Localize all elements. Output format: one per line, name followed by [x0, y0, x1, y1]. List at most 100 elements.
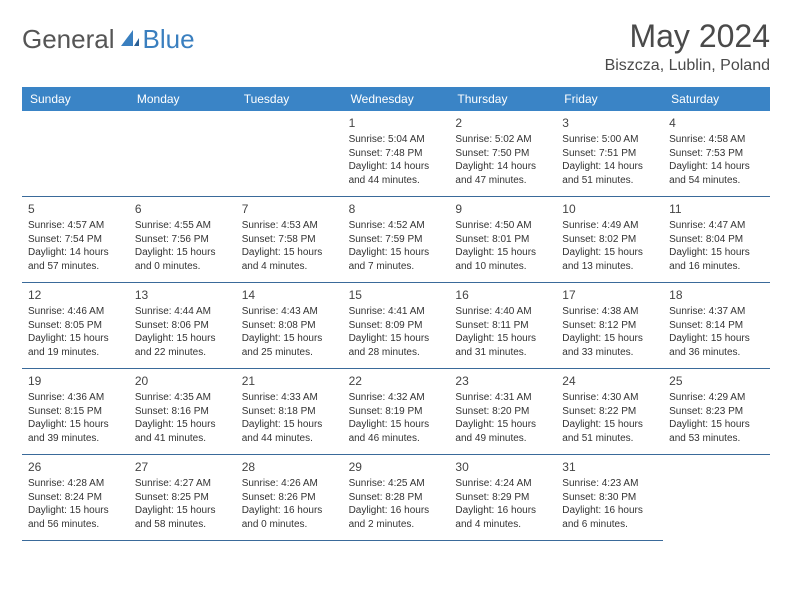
- day-number: 9: [455, 201, 550, 217]
- daylight-text: Daylight: 15 hours and 13 minutes.: [562, 246, 657, 273]
- logo-text-1: General: [22, 24, 115, 55]
- calendar-cell: 19Sunrise: 4:36 AMSunset: 8:15 PMDayligh…: [22, 369, 129, 455]
- sunset-text: Sunset: 7:54 PM: [28, 233, 123, 247]
- sunset-text: Sunset: 8:29 PM: [455, 491, 550, 505]
- sunset-text: Sunset: 8:24 PM: [28, 491, 123, 505]
- sunrise-text: Sunrise: 4:41 AM: [349, 305, 444, 319]
- day-number: 21: [242, 373, 337, 389]
- daylight-text: Daylight: 15 hours and 44 minutes.: [242, 418, 337, 445]
- day-number: 6: [135, 201, 230, 217]
- sunrise-text: Sunrise: 4:53 AM: [242, 219, 337, 233]
- sunset-text: Sunset: 7:58 PM: [242, 233, 337, 247]
- day-number: 18: [669, 287, 764, 303]
- sunset-text: Sunset: 7:59 PM: [349, 233, 444, 247]
- calendar-cell: 10Sunrise: 4:49 AMSunset: 8:02 PMDayligh…: [556, 197, 663, 283]
- daylight-text: Daylight: 15 hours and 4 minutes.: [242, 246, 337, 273]
- sail-icon: [119, 24, 141, 55]
- daylight-text: Daylight: 15 hours and 41 minutes.: [135, 418, 230, 445]
- daylight-text: Daylight: 15 hours and 7 minutes.: [349, 246, 444, 273]
- sunset-text: Sunset: 8:18 PM: [242, 405, 337, 419]
- sunrise-text: Sunrise: 4:32 AM: [349, 391, 444, 405]
- sunrise-text: Sunrise: 4:23 AM: [562, 477, 657, 491]
- sunrise-text: Sunrise: 4:37 AM: [669, 305, 764, 319]
- sunset-text: Sunset: 8:28 PM: [349, 491, 444, 505]
- weekday-label: Friday: [556, 87, 663, 111]
- day-number: 7: [242, 201, 337, 217]
- sunset-text: Sunset: 8:16 PM: [135, 405, 230, 419]
- day-number: 23: [455, 373, 550, 389]
- calendar-cell: 27 Sunrise: 4:27 AMSunset: 8:25 PMDayligh…: [129, 455, 236, 541]
- sunrise-text: Sunrise: 4:27 AM: [135, 477, 230, 491]
- daylight-text: Daylight: 15 hours and 25 minutes.: [242, 332, 337, 359]
- month-title: May 2024: [605, 18, 770, 55]
- calendar-cell: 7 Sunrise: 4:53 AMSunset: 7:58 PMDaylight…: [236, 197, 343, 283]
- daylight-text: Daylight: 15 hours and 31 minutes.: [455, 332, 550, 359]
- sunrise-text: Sunrise: 4:58 AM: [669, 133, 764, 147]
- sunrise-text: Sunrise: 4:47 AM: [669, 219, 764, 233]
- sunrise-text: Sunrise: 4:29 AM: [669, 391, 764, 405]
- day-number: 29: [349, 459, 444, 475]
- sunrise-text: Sunrise: 4:38 AM: [562, 305, 657, 319]
- sunset-text: Sunset: 8:01 PM: [455, 233, 550, 247]
- calendar-cell: 20 Sunrise: 4:35 AMSunset: 8:16 PMDayligh…: [129, 369, 236, 455]
- sunset-text: Sunset: 8:19 PM: [349, 405, 444, 419]
- sunrise-text: Sunrise: 4:36 AM: [28, 391, 123, 405]
- location: Biszcza, Lublin, Poland: [605, 57, 770, 75]
- sunrise-text: Sunrise: 4:44 AM: [135, 305, 230, 319]
- sunset-text: Sunset: 8:06 PM: [135, 319, 230, 333]
- logo-text-2: Blue: [143, 24, 195, 55]
- sunrise-text: Sunrise: 4:35 AM: [135, 391, 230, 405]
- sunrise-text: Sunrise: 4:26 AM: [242, 477, 337, 491]
- day-number: 2: [455, 115, 550, 131]
- sunrise-text: Sunrise: 4:33 AM: [242, 391, 337, 405]
- daylight-text: Daylight: 15 hours and 22 minutes.: [135, 332, 230, 359]
- daylight-text: Daylight: 14 hours and 47 minutes.: [455, 160, 550, 187]
- daylight-text: Daylight: 15 hours and 0 minutes.: [135, 246, 230, 273]
- day-number: 14: [242, 287, 337, 303]
- day-number: 25: [669, 373, 764, 389]
- sunset-text: Sunset: 8:04 PM: [669, 233, 764, 247]
- daylight-text: Daylight: 15 hours and 53 minutes.: [669, 418, 764, 445]
- calendar-cell: 15Sunrise: 4:41 AMSunset: 8:09 PMDayligh…: [343, 283, 450, 369]
- weekday-label: Wednesday: [343, 87, 450, 111]
- sunset-text: Sunset: 8:30 PM: [562, 491, 657, 505]
- sunset-text: Sunset: 8:20 PM: [455, 405, 550, 419]
- day-number: 4: [669, 115, 764, 131]
- day-number: 27: [135, 459, 230, 475]
- calendar-cell: 17Sunrise: 4:38 AMSunset: 8:12 PMDayligh…: [556, 283, 663, 369]
- weekday-header: SundayMondayTuesdayWednesdayThursdayFrid…: [22, 87, 770, 111]
- sunrise-text: Sunrise: 4:30 AM: [562, 391, 657, 405]
- sunrise-text: Sunrise: 4:46 AM: [28, 305, 123, 319]
- sunrise-text: Sunrise: 4:49 AM: [562, 219, 657, 233]
- day-number: 8: [349, 201, 444, 217]
- daylight-text: Daylight: 15 hours and 58 minutes.: [135, 504, 230, 531]
- sunrise-text: Sunrise: 4:25 AM: [349, 477, 444, 491]
- calendar-cell: 31Sunrise: 4:23 AMSunset: 8:30 PMDayligh…: [556, 455, 663, 541]
- sunrise-text: Sunrise: 4:43 AM: [242, 305, 337, 319]
- calendar-cell: 8Sunrise: 4:52 AMSunset: 7:59 PMDaylight…: [343, 197, 450, 283]
- daylight-text: Daylight: 14 hours and 54 minutes.: [669, 160, 764, 187]
- day-number: 24: [562, 373, 657, 389]
- daylight-text: Daylight: 15 hours and 49 minutes.: [455, 418, 550, 445]
- sunset-text: Sunset: 8:14 PM: [669, 319, 764, 333]
- calendar: SundayMondayTuesdayWednesdayThursdayFrid…: [22, 87, 770, 541]
- sunset-text: Sunset: 8:11 PM: [455, 319, 550, 333]
- sunset-text: Sunset: 8:25 PM: [135, 491, 230, 505]
- sunrise-text: Sunrise: 4:50 AM: [455, 219, 550, 233]
- sunset-text: Sunset: 8:05 PM: [28, 319, 123, 333]
- calendar-cell: 12Sunrise: 4:46 AMSunset: 8:05 PMDayligh…: [22, 283, 129, 369]
- calendar-cell: 4Sunrise: 4:58 AMSunset: 7:53 PMDaylight…: [663, 111, 770, 197]
- calendar-cell: 13Sunrise: 4:44 AMSunset: 8:06 PMDayligh…: [129, 283, 236, 369]
- day-number: 20: [135, 373, 230, 389]
- daylight-text: Daylight: 16 hours and 2 minutes.: [349, 504, 444, 531]
- calendar-cell: 14Sunrise: 4:43 AMSunset: 8:08 PMDayligh…: [236, 283, 343, 369]
- weekday-label: Saturday: [663, 87, 770, 111]
- daylight-text: Daylight: 16 hours and 4 minutes.: [455, 504, 550, 531]
- daylight-text: Daylight: 14 hours and 44 minutes.: [349, 160, 444, 187]
- day-number: 17: [562, 287, 657, 303]
- day-number: 22: [349, 373, 444, 389]
- day-number: 5: [28, 201, 123, 217]
- day-number: 19: [28, 373, 123, 389]
- calendar-cell: 24Sunrise: 4:30 AMSunset: 8:22 PMDayligh…: [556, 369, 663, 455]
- calendar-cell: 23Sunrise: 4:31 AMSunset: 8:20 PMDayligh…: [449, 369, 556, 455]
